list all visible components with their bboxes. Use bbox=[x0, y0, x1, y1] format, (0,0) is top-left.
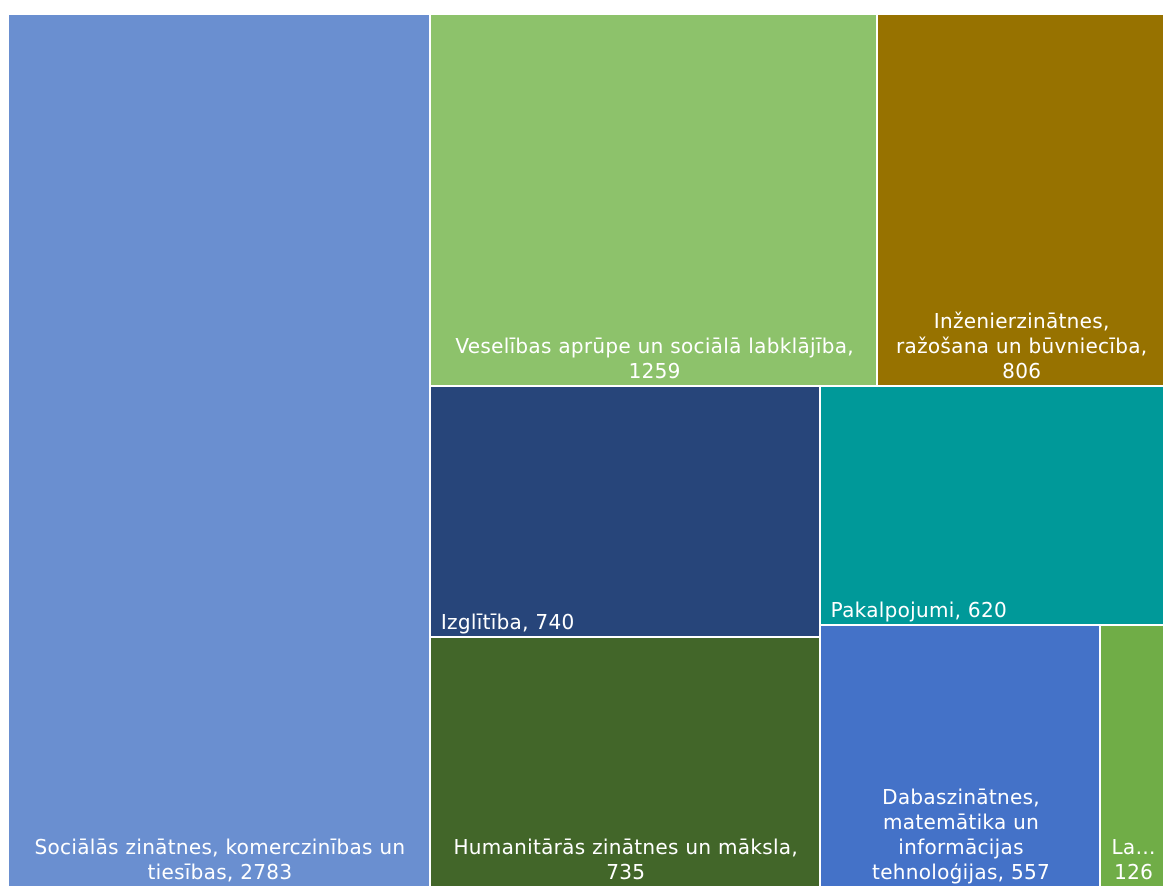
tile: Pakalpojumi, 620 bbox=[819, 386, 1164, 625]
tile-label: Dabaszinātnes, matemātika un informācija… bbox=[872, 784, 1051, 884]
tile-label: Humanitārās zinātnes un māksla, 735 bbox=[453, 834, 799, 884]
tile: Sociālās zinātnes, komerczinības un ties… bbox=[8, 14, 430, 887]
tile: Humanitārās zinātnes un māksla, 735 bbox=[429, 637, 820, 887]
tile-label: Izglītība, 740 bbox=[440, 610, 575, 635]
tile-label: La… 126 bbox=[1111, 834, 1156, 884]
tile: Veselības aprūpe un sociālā labklājība, … bbox=[429, 14, 878, 387]
tile: Dabaszinātnes, matemātika un informācija… bbox=[819, 624, 1101, 887]
tile-label: Pakalpojumi, 620 bbox=[830, 597, 1008, 622]
tile: Izglītība, 740 bbox=[429, 386, 820, 638]
tile: La… 126 bbox=[1100, 624, 1164, 887]
tile-label: Inženierzinātnes, ražošana un būvniecība… bbox=[896, 309, 1148, 384]
tile-label: Sociālās zinātnes, komerczinības un ties… bbox=[34, 835, 406, 884]
tile-label: Veselības aprūpe un sociālā labklājība, … bbox=[455, 334, 854, 384]
tile: Inženierzinātnes, ražošana un būvniecība… bbox=[877, 14, 1164, 387]
